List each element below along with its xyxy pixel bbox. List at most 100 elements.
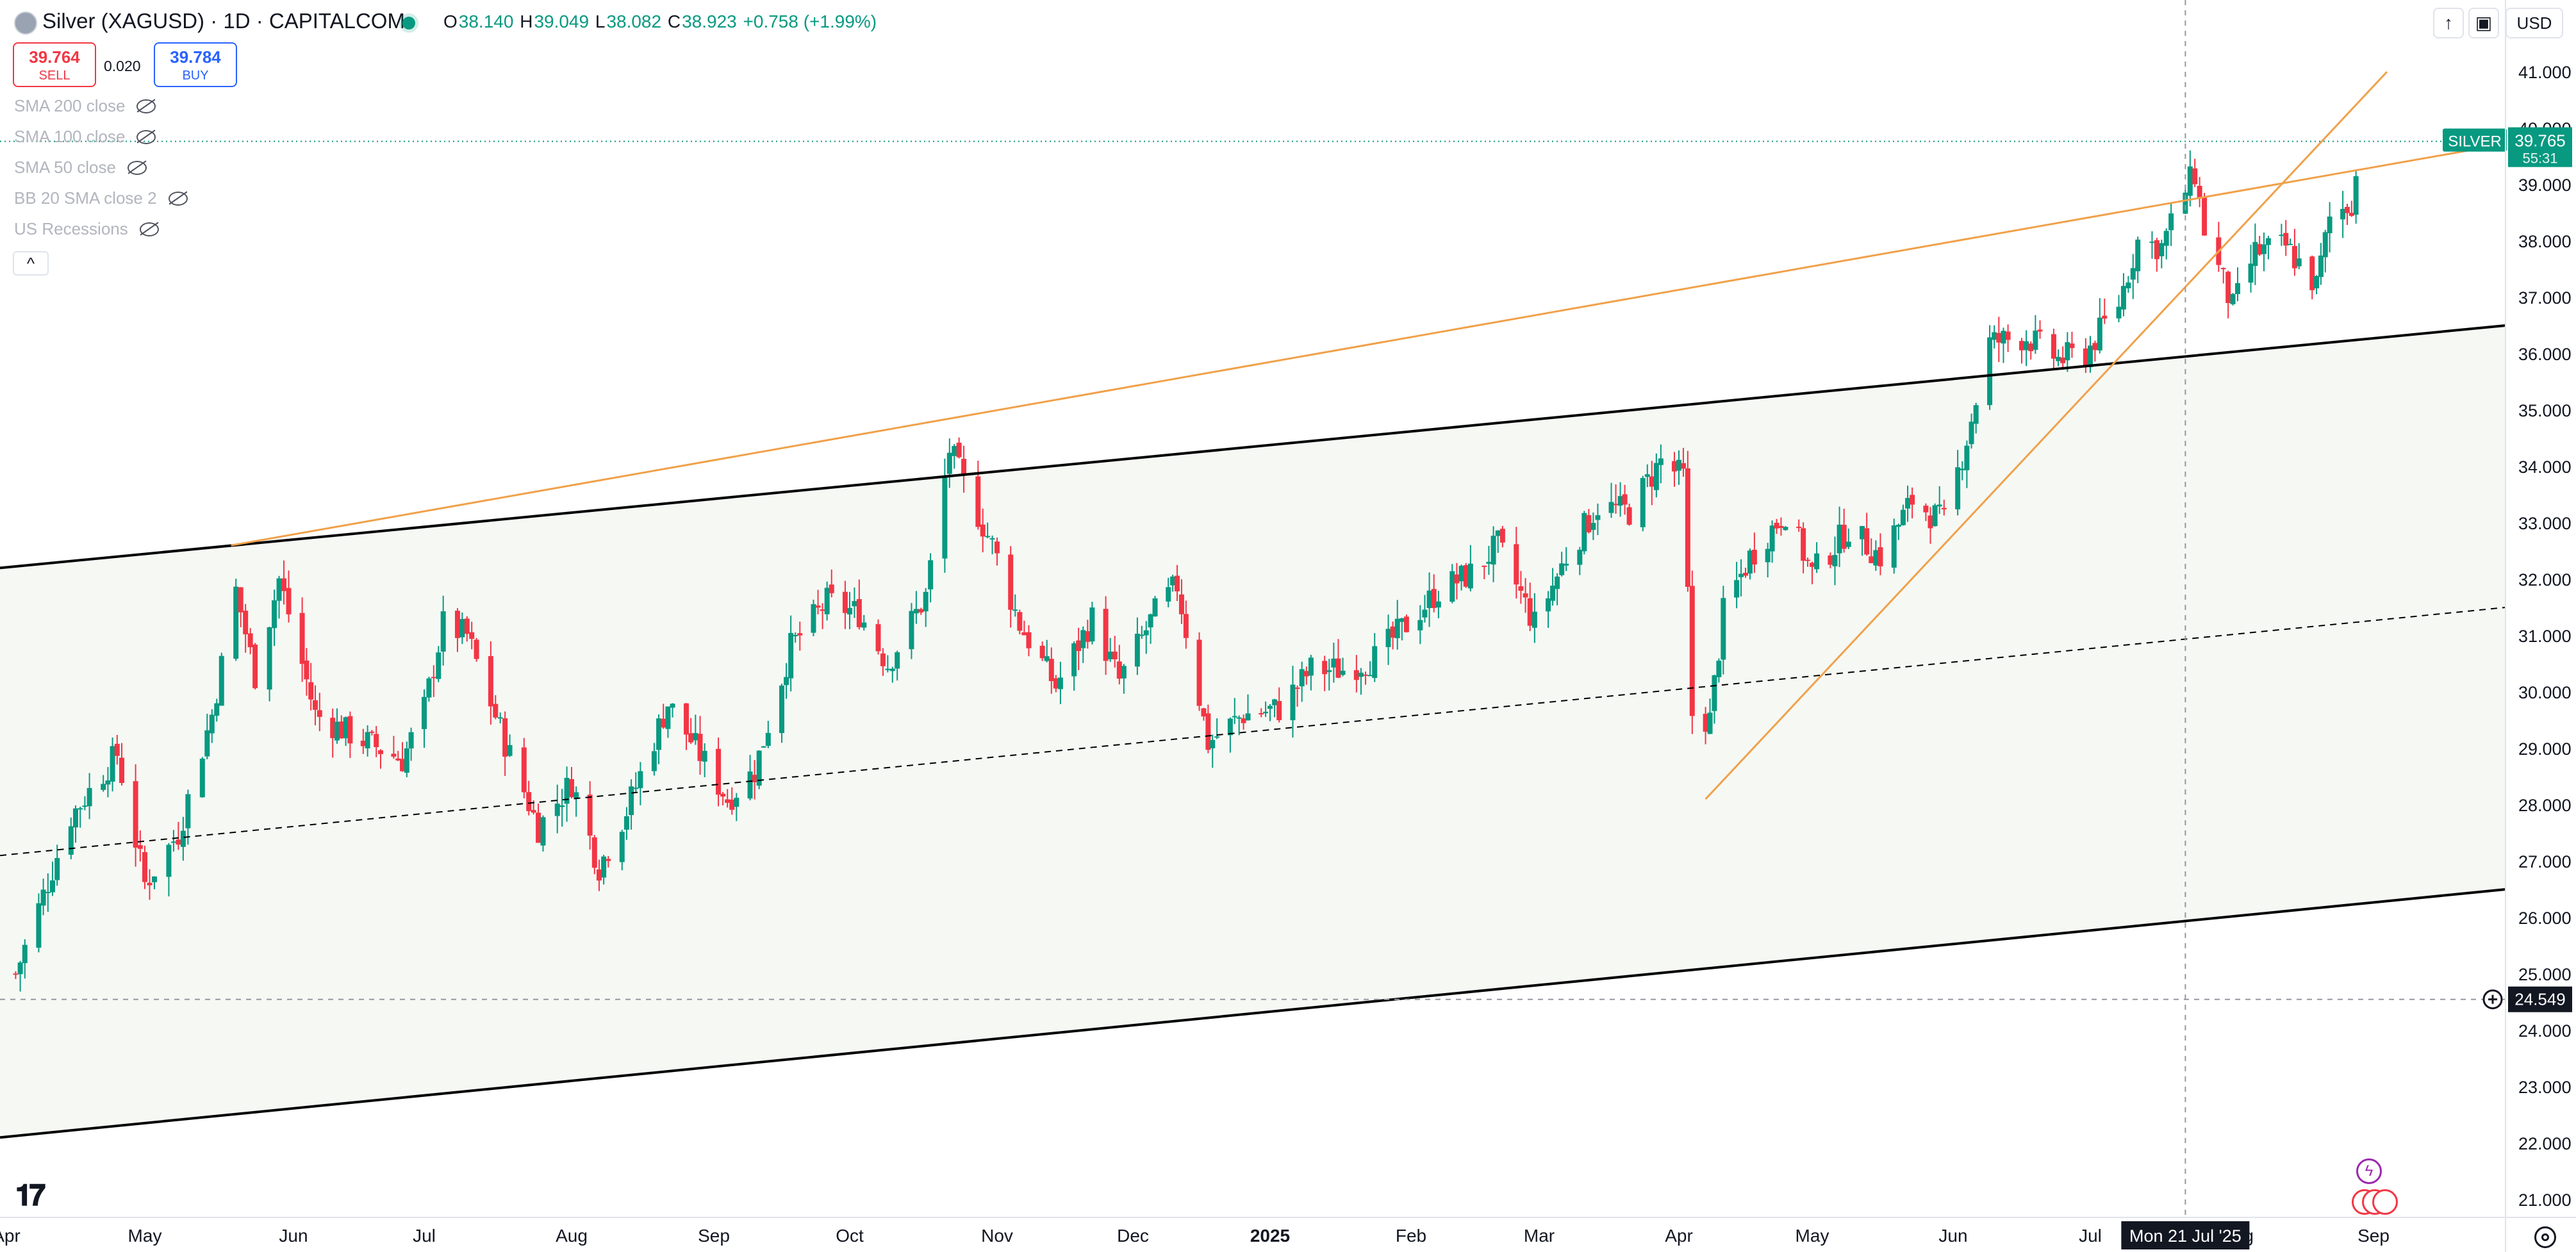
collapse-indicators-button[interactable]: ^ — [13, 251, 49, 276]
arrow-up-icon[interactable]: ↑ — [2433, 8, 2464, 38]
high-value: 39.049 — [534, 12, 590, 31]
candle-body — [1734, 580, 1740, 598]
settings-gear-icon[interactable] — [2534, 1226, 2556, 1248]
candle-body — [1559, 563, 1565, 575]
candle-body — [119, 757, 124, 783]
candle-body — [464, 618, 470, 634]
candle-body — [2028, 343, 2034, 352]
candle-body — [1148, 614, 1153, 628]
candle-body — [720, 793, 726, 797]
candle-body — [1564, 563, 1569, 566]
currency-selector[interactable]: USD — [2506, 8, 2563, 38]
candle-body — [2349, 213, 2354, 216]
candle-body — [1245, 713, 1251, 721]
lightning-icon[interactable]: ϟ — [2356, 1158, 2382, 1184]
candle-body — [1514, 544, 1519, 585]
candle-body — [1175, 575, 1180, 591]
candle-body — [638, 771, 643, 789]
candle-body — [1653, 463, 1659, 490]
indicator-sma-100[interactable]: SMA 100 close — [14, 127, 156, 147]
candle-body — [2322, 232, 2328, 258]
candle-body — [369, 731, 375, 733]
hidden-eye-icon[interactable] — [168, 191, 188, 206]
candle-body — [209, 714, 215, 734]
candle-body — [73, 808, 78, 828]
candle-body — [286, 588, 292, 614]
sell-label: SELL — [38, 69, 70, 83]
candle-body — [1716, 661, 1722, 677]
indicator-sma-200[interactable]: SMA 200 close — [14, 96, 156, 116]
candle-body — [729, 799, 735, 810]
candle-body — [540, 817, 546, 846]
price-axis-label: 29.000 — [2518, 739, 2572, 759]
candle-body — [199, 759, 205, 798]
tradingview-logo-icon[interactable]: 𝟏𝟕 — [15, 1178, 45, 1212]
candle-body — [2024, 341, 2029, 350]
candle-body — [1626, 507, 1632, 525]
buy-button[interactable]: 39.784 BUY — [154, 42, 237, 87]
candle-body — [2291, 245, 2297, 268]
hidden-eye-icon[interactable] — [136, 99, 156, 113]
candle-body — [1738, 573, 1744, 577]
screenshot-icon[interactable]: ▣ — [2468, 8, 2499, 38]
candle-body — [531, 810, 536, 813]
symbol-logo-icon — [14, 12, 37, 35]
candle-body — [1183, 614, 1189, 638]
candle-body — [1201, 708, 1207, 717]
candle-body — [1422, 609, 1428, 618]
candle-body — [1482, 565, 1487, 567]
candle-body — [880, 653, 886, 666]
candle-body — [1955, 467, 1961, 509]
candle-body — [1267, 705, 1273, 709]
time-axis-label: Mar — [1524, 1226, 1555, 1246]
candle-body — [1458, 566, 1464, 582]
sell-button[interactable]: 39.764 SELL — [13, 42, 96, 87]
price-axis-label: 31.000 — [2518, 627, 2572, 646]
candle-body — [665, 706, 671, 729]
price-axis-label: 32.000 — [2518, 570, 2572, 589]
candle-body — [989, 538, 995, 540]
candle-body — [2202, 197, 2208, 236]
candle-body — [1139, 634, 1144, 636]
price-axis-label: 23.000 — [2518, 1078, 2572, 1097]
candle-body — [956, 442, 962, 457]
candle-body — [1303, 671, 1309, 677]
candle-body — [78, 808, 83, 810]
economic-events-icon[interactable] — [2352, 1189, 2409, 1216]
hidden-eye-icon[interactable] — [139, 222, 159, 236]
hidden-eye-icon[interactable] — [127, 160, 147, 175]
candle-body — [606, 859, 611, 861]
candle-body — [918, 609, 924, 613]
candle-body — [1272, 699, 1278, 705]
hidden-eye-icon[interactable] — [136, 129, 156, 144]
indicator-sma-50[interactable]: SMA 50 close — [14, 158, 147, 177]
indicator-bb-20[interactable]: BB 20 SMA close 2 — [14, 188, 188, 208]
candle-body — [474, 639, 479, 659]
price-axis-label: 21.000 — [2518, 1190, 2572, 1210]
high-label: H — [520, 12, 533, 31]
candle-body — [1012, 609, 1018, 611]
symbol-title[interactable]: Silver (XAGUSD) · 1D · CAPITALCOM — [42, 9, 405, 33]
candle-body — [1845, 541, 1851, 547]
candle-body — [765, 732, 771, 746]
candle-body — [82, 805, 88, 807]
candle-body — [110, 746, 115, 782]
indicator-us-recessions[interactable]: US Recessions — [14, 219, 159, 239]
candle-body — [1331, 658, 1337, 668]
candle-body — [985, 536, 991, 538]
candle-body — [975, 476, 981, 527]
candle-body — [247, 633, 253, 648]
candle-body — [185, 794, 191, 828]
candle-body — [50, 880, 55, 893]
price-axis-label: 24.000 — [2518, 1021, 2572, 1041]
candle-body — [365, 732, 370, 748]
candle-body — [895, 652, 900, 669]
candle-body — [852, 601, 857, 607]
symbol-tag — [2443, 128, 2507, 152]
price-axis-label: 39.000 — [2518, 176, 2572, 195]
candle-body — [2168, 213, 2174, 231]
price-axis-label: 33.000 — [2518, 514, 2572, 533]
candle-body — [214, 703, 220, 716]
candle-body — [923, 591, 929, 612]
